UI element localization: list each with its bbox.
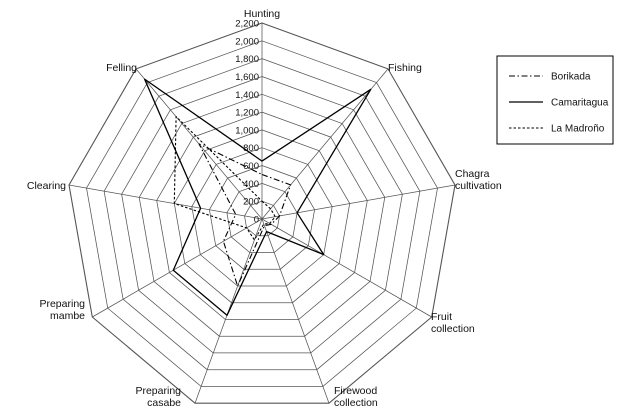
data-series: [143, 78, 372, 316]
legend-label: La Madroño: [551, 124, 605, 135]
radial-tick-labels: 0 200 400 600 800 1,000 1,200 1,400 1,600 1,800 2,…: [235, 19, 259, 226]
axis-label: casabe: [147, 397, 181, 409]
axis-label: Preparing: [39, 298, 85, 310]
tick-label: 1,200: [235, 108, 259, 119]
axis-label: Preparing: [135, 385, 181, 397]
legend: Borikada Camaritagua La Madroño: [496, 55, 614, 145]
axis-label: Chagra: [455, 168, 490, 180]
axis-spoke: [261, 218, 330, 404]
axis-spoke: [261, 218, 432, 318]
axis-label: collection: [431, 323, 475, 335]
tick-label: 0: [254, 215, 259, 226]
grid-ring: [244, 200, 280, 237]
grid-ring: [121, 76, 403, 354]
series-borikada-line: [198, 143, 292, 287]
tick-label: 2,000: [235, 36, 259, 47]
axis-spoke: [92, 218, 263, 318]
grid-ring: [191, 147, 333, 287]
legend-label: Camaritagua: [551, 98, 609, 109]
grid-ring: [209, 165, 315, 270]
tick-label: 1,400: [235, 90, 259, 101]
axis-label: Fruit: [431, 311, 452, 323]
tick-label: 400: [243, 179, 259, 190]
axis-label: mambe: [50, 310, 85, 322]
legend-label: Borikada: [551, 72, 591, 83]
axis-spoke: [261, 68, 389, 220]
grid-ring: [103, 58, 421, 371]
axis-label: Firewood: [334, 385, 377, 397]
grid-ring: [86, 40, 438, 387]
tick-label: 2,200: [235, 19, 259, 30]
radar-grid: [68, 22, 456, 404]
axis-labels: HuntingFishingChagracultivationFruitcoll…: [27, 8, 502, 409]
tick-label: 800: [243, 143, 259, 154]
tick-label: 600: [243, 161, 259, 172]
axis-label: collection: [334, 397, 378, 409]
axis-label: Clearing: [27, 180, 66, 192]
grid-ring: [68, 22, 456, 404]
grid-ring: [173, 129, 351, 304]
grid-ring: [138, 93, 386, 337]
axis-label: Hunting: [244, 8, 280, 20]
grid-ring: [156, 111, 368, 320]
axis-label: Felling: [106, 62, 137, 74]
axis-label: Fishing: [388, 62, 422, 74]
axis-spoke: [261, 184, 456, 220]
tick-label: 1,800: [235, 54, 259, 65]
tick-label: 200: [243, 197, 259, 208]
series-camaritagua-line: [143, 78, 372, 316]
tick-label: 1,000: [235, 125, 259, 136]
tick-label: 1,600: [235, 72, 259, 83]
grid-ring: [226, 183, 298, 253]
axis-label: cultivation: [455, 180, 502, 192]
legend-box: [496, 55, 614, 145]
axis-spoke: [68, 184, 263, 220]
